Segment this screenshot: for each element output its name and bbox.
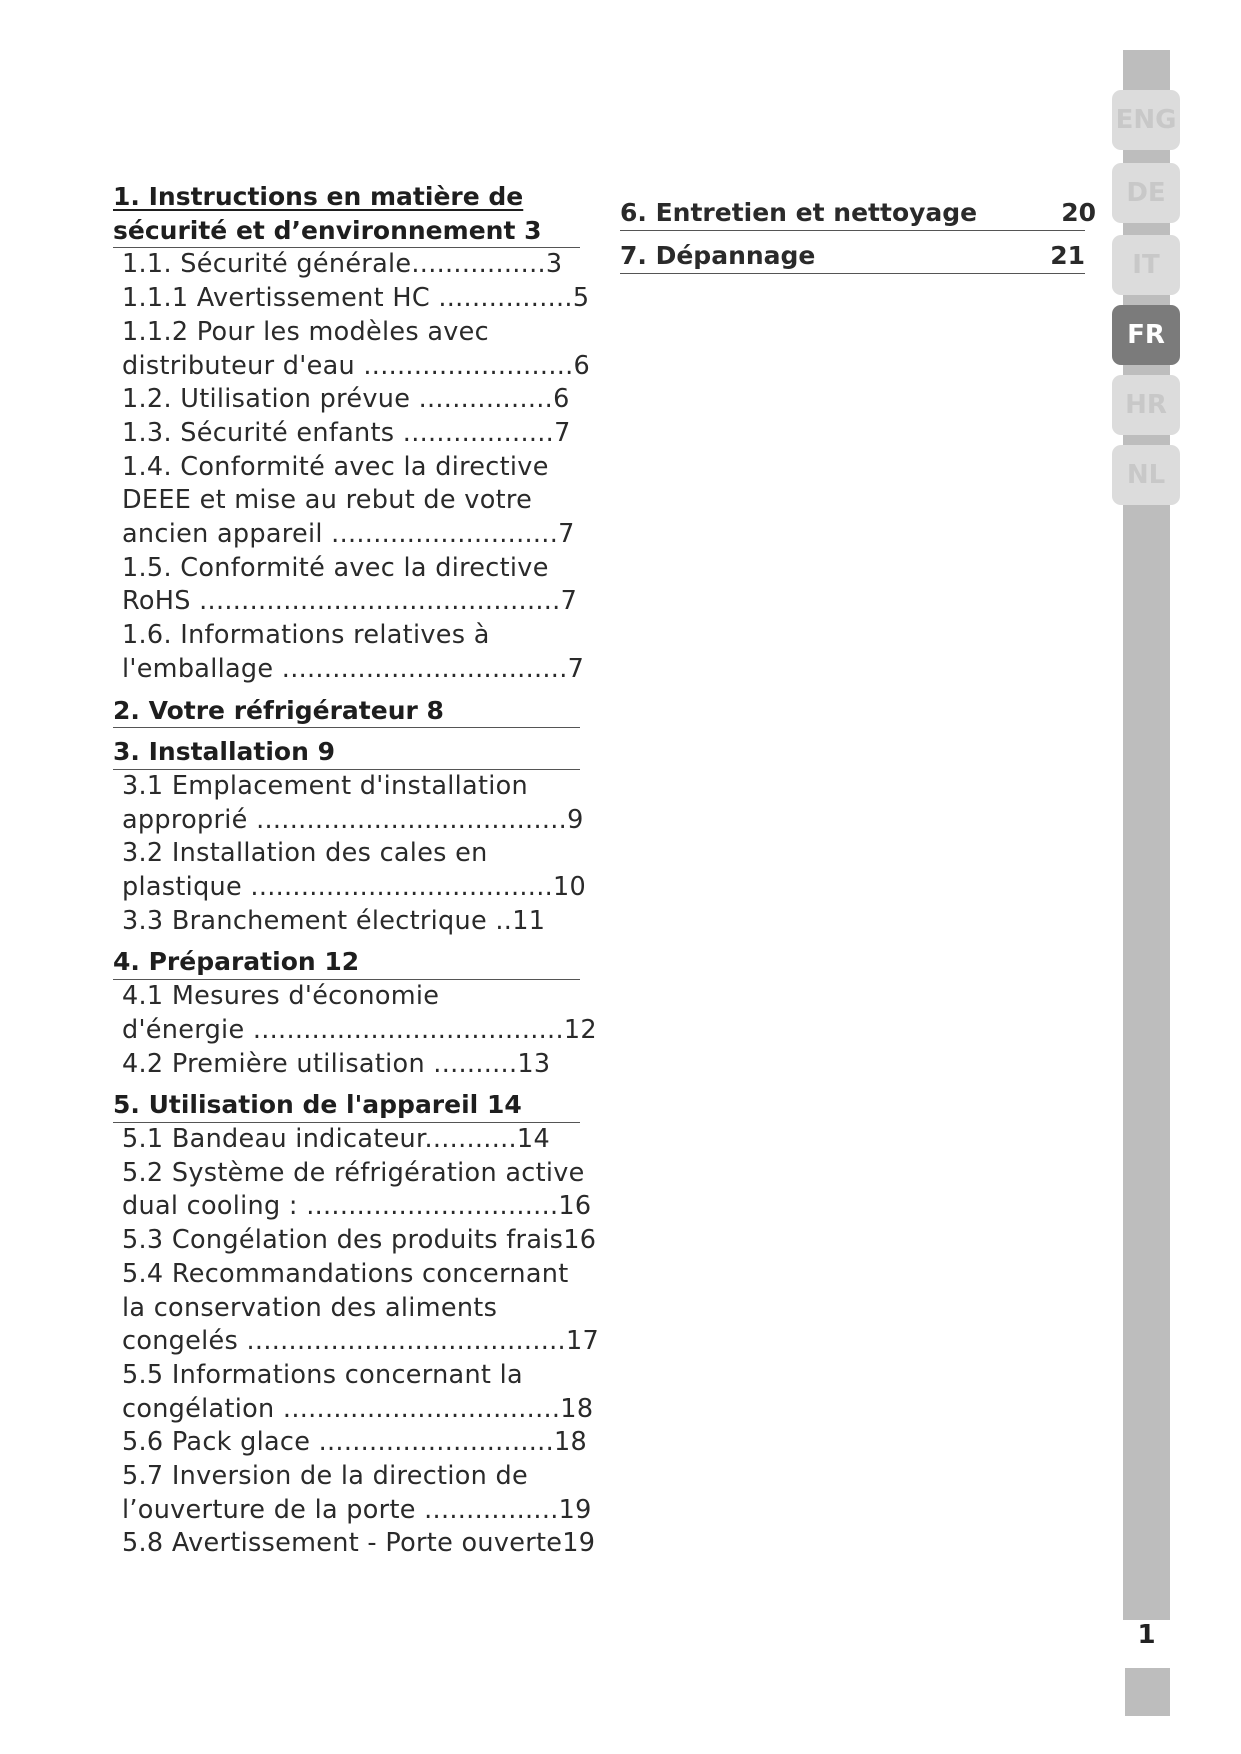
toc-item[interactable]: 1.4. Conformité avec la directive DEEE et…: [113, 451, 633, 552]
toc-heading[interactable]: 1. Instructions en matière de sécurité et…: [113, 180, 580, 249]
toc-line: 1.2. Utilisation prévue ................…: [122, 384, 570, 415]
language-tab-it[interactable]: IT: [1112, 235, 1180, 295]
toc-item[interactable]: 1.1.2 Pour les modèles avec distributeur …: [113, 316, 633, 383]
toc-item[interactable]: 1.3. Sécurité enfants ..................…: [113, 417, 633, 451]
toc-line: 5.6 Pack glace .........................…: [122, 1427, 588, 1458]
toc-item[interactable]: 1.2. Utilisation prévue ................…: [113, 383, 633, 417]
toc-line: DEEE et mise au rebut de votre: [122, 485, 533, 516]
language-tab-fr[interactable]: FR: [1112, 305, 1180, 365]
toc-line: 5.7 Inversion de la direction de: [122, 1461, 528, 1492]
toc-heading-title: 6. Entretien et nettoyage: [620, 198, 978, 227]
toc-item[interactable]: 4.1 Mesures d'économie d'énergie ........…: [113, 980, 633, 1047]
toc-item[interactable]: 5.8 Avertissement - Porte ouverte19: [113, 1527, 633, 1561]
toc-line: 1.5. Conformité avec la directive: [122, 552, 549, 583]
toc-line: congélation ............................…: [122, 1393, 594, 1424]
toc-item[interactable]: 5.7 Inversion de la direction de l’ouvert…: [113, 1460, 633, 1527]
toc-heading[interactable]: 5. Utilisation de l'appareil 14: [113, 1088, 580, 1123]
toc-heading-title: 7. Dépannage: [620, 241, 816, 270]
toc-item[interactable]: 5.4 Recommandations concernant la conserv…: [113, 1258, 633, 1359]
toc-line: 1.1.1 Avertissement HC ................5: [122, 283, 590, 314]
toc-line: l’ouverture de la porte ................…: [122, 1494, 592, 1525]
toc-line: 1.1.2 Pour les modèles avec: [122, 316, 489, 347]
toc-line: 5.5 Informations concernant la: [122, 1359, 523, 1390]
footer-marker: [1125, 1668, 1170, 1716]
toc-item[interactable]: 1.1. Sécurité générale................3: [113, 248, 633, 282]
language-tab-nl[interactable]: NL: [1112, 445, 1180, 505]
toc-page-number: 21: [1050, 241, 1085, 270]
toc-item[interactable]: 3.3 Branchement électrique ..11: [113, 905, 633, 939]
toc-item[interactable]: 1.6. Informations relatives à l'emballage…: [113, 619, 633, 686]
toc-item[interactable]: 1.1.1 Avertissement HC ................5: [113, 282, 633, 316]
toc-item[interactable]: 1.5. Conformité avec la directive RoHS ..…: [113, 552, 633, 619]
toc-line: la conservation des aliments: [122, 1292, 498, 1323]
toc-line: congelés ...............................…: [122, 1326, 599, 1357]
toc-line: approprié ..............................…: [122, 804, 584, 835]
toc-line: 4. Préparation 12: [113, 947, 360, 977]
toc-item[interactable]: 3.1 Emplacement d'installation approprié …: [113, 770, 633, 837]
toc-item[interactable]: 5.3 Congélation des produits frais16: [113, 1224, 633, 1258]
language-tab-eng[interactable]: ENG: [1112, 90, 1180, 150]
toc-item[interactable]: 5.1 Bandeau indicateur...........14: [113, 1123, 633, 1157]
toc-heading[interactable]: 2. Votre réfrigérateur 8: [113, 694, 580, 729]
toc-line: 4.1 Mesures d'économie: [122, 981, 440, 1012]
toc-line: dual cooling : .........................…: [122, 1191, 592, 1222]
toc-heading-entretien[interactable]: 6. Entretien et nettoyage 20: [620, 196, 1096, 231]
toc-line: 3.3 Branchement électrique ..11: [122, 905, 546, 936]
toc-item[interactable]: 3.2 Installation des cales en plastique .…: [113, 837, 633, 904]
toc-line: 5.4 Recommandations concernant: [122, 1258, 569, 1289]
toc-line: l'emballage ............................…: [122, 653, 585, 684]
toc-line: 1. Instructions en matière de: [113, 182, 524, 211]
toc-line: d'énergie ..............................…: [122, 1014, 597, 1045]
toc-right-column: 6. Entretien et nettoyage 20 7. Dépannag…: [620, 196, 1096, 282]
toc-line: plastique ..............................…: [122, 872, 587, 903]
toc-heading[interactable]: 4. Préparation 12: [113, 945, 580, 981]
toc-line: 1.3. Sécurité enfants ..................…: [122, 417, 571, 448]
toc-line: 5.8 Avertissement - Porte ouverte19: [122, 1528, 596, 1559]
language-tab-de[interactable]: DE: [1112, 163, 1180, 223]
toc-line: 1.4. Conformité avec la directive: [122, 451, 549, 482]
toc-line: 3.1 Emplacement d'installation: [122, 770, 529, 801]
toc-line: RoHS ...................................…: [122, 586, 578, 617]
language-tab-hr[interactable]: HR: [1112, 375, 1180, 435]
toc-line: 4.2 Première utilisation ..........13: [122, 1048, 551, 1079]
toc-left-column: 1. Instructions en matière de sécurité et…: [113, 180, 633, 1561]
toc-line: 5.2 Système de réfrigération active: [122, 1157, 585, 1188]
toc-heading-depannage[interactable]: 7. Dépannage 21: [620, 239, 1085, 274]
page-number: 1: [1137, 1620, 1156, 1650]
toc-heading[interactable]: 3. Installation 9: [113, 735, 580, 770]
toc-item[interactable]: 5.6 Pack glace .........................…: [113, 1426, 633, 1460]
toc-line: 5.3 Congélation des produits frais16: [122, 1225, 597, 1256]
toc-line: 3.2 Installation des cales en: [122, 838, 488, 869]
toc-page-number: 20: [1061, 198, 1096, 227]
toc-item[interactable]: 5.2 Système de réfrigération active dual …: [113, 1157, 633, 1224]
toc-line: 2. Votre réfrigérateur 8: [113, 695, 444, 725]
toc-line: 5. Utilisation de l'appareil 14: [113, 1090, 522, 1120]
toc-item[interactable]: 5.5 Informations concernant la congélatio…: [113, 1359, 633, 1426]
toc-item[interactable]: 4.2 Première utilisation ..........13: [113, 1048, 633, 1082]
toc-line: 1.1. Sécurité générale................3: [122, 249, 563, 280]
toc-line: 5.1 Bandeau indicateur...........14: [122, 1123, 550, 1154]
toc-line: ancien appareil ........................…: [122, 519, 575, 550]
toc-line: distributeur d'eau .....................…: [122, 350, 591, 381]
toc-line: 1.6. Informations relatives à: [122, 620, 490, 651]
toc-line: sécurité et d’environnement 3: [113, 215, 542, 245]
toc-line: 3. Installation 9: [113, 737, 335, 767]
